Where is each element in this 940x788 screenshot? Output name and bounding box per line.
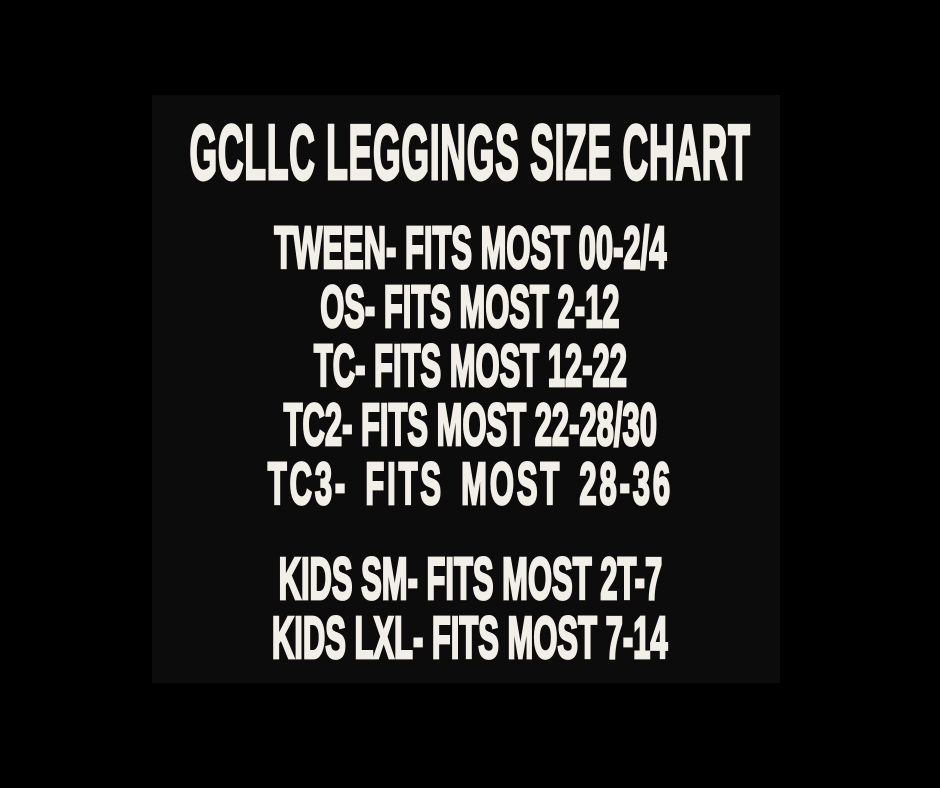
size-row-text: TC2- FITS MOST 22-28/30 [283, 391, 658, 460]
size-row-text: TC3- FITS MOST 28-36 [267, 450, 673, 519]
group-spacer [0, 515, 940, 551]
size-row-os: OS- FITS MOST 2-12 [0, 273, 940, 342]
size-row-kids-sm: KIDS SM- FITS MOST 2T-7 [0, 545, 940, 614]
size-row-text: TWEEN- FITS MOST 00-2/4 [273, 214, 667, 283]
inner-panel [152, 95, 780, 683]
size-row-kids-lxl: KIDS LXL- FITS MOST 7-14 [0, 604, 940, 673]
size-row-text: KIDS LXL- FITS MOST 7-14 [271, 604, 668, 673]
size-row-tween: TWEEN- FITS MOST 00-2/4 [0, 214, 940, 283]
size-row-text: KIDS SM- FITS MOST 2T-7 [277, 545, 662, 614]
page-title-text: GCLLC LEGGINGS SIZE CHART [189, 108, 751, 198]
size-row-text: OS- FITS MOST 2-12 [320, 273, 621, 342]
size-row-tc3: TC3- FITS MOST 28-36 [0, 450, 940, 519]
size-row-tc2: TC2- FITS MOST 22-28/30 [0, 391, 940, 460]
size-chart-content: GCLLC LEGGINGS SIZE CHART TWEEN- FITS MO… [0, 108, 940, 673]
page-title: GCLLC LEGGINGS SIZE CHART [0, 108, 940, 198]
size-row-tc: TC- FITS MOST 12-22 [0, 332, 940, 401]
size-row-text: TC- FITS MOST 12-22 [313, 332, 628, 401]
